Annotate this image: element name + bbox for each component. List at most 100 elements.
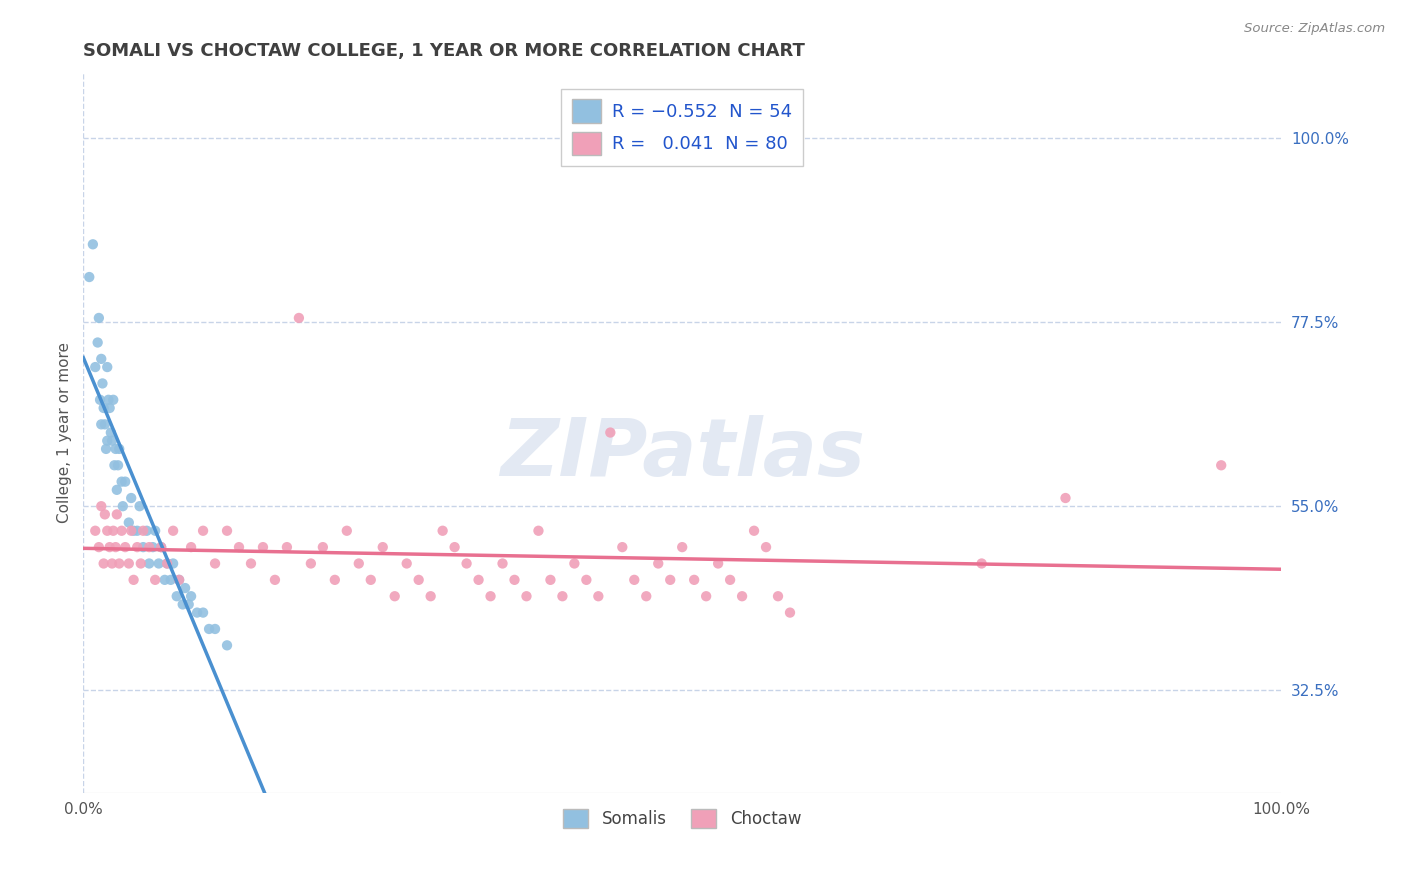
- Point: [252, 540, 274, 554]
- Point: [105, 508, 128, 522]
- Point: [408, 573, 430, 587]
- Point: [636, 589, 658, 603]
- Point: [153, 573, 176, 587]
- Point: [89, 392, 111, 407]
- Point: [84, 360, 107, 375]
- Point: [186, 606, 208, 620]
- Point: [779, 606, 801, 620]
- Point: [108, 557, 131, 571]
- Point: [127, 524, 149, 538]
- Point: [240, 557, 263, 571]
- Point: [456, 557, 478, 571]
- Point: [215, 524, 238, 538]
- Point: [96, 524, 118, 538]
- Point: [538, 573, 561, 587]
- Point: [103, 458, 125, 473]
- Point: [77, 270, 100, 285]
- Point: [1211, 458, 1233, 473]
- Point: [360, 573, 382, 587]
- Point: [150, 540, 173, 554]
- Point: [86, 335, 108, 350]
- Point: [299, 557, 322, 571]
- Point: [323, 573, 346, 587]
- Point: [204, 622, 226, 636]
- Point: [198, 622, 221, 636]
- Point: [215, 638, 238, 652]
- Point: [135, 524, 157, 538]
- Point: [742, 524, 765, 538]
- Point: [659, 573, 682, 587]
- Point: [150, 540, 173, 554]
- Point: [90, 417, 112, 432]
- Point: [111, 499, 134, 513]
- Point: [87, 310, 110, 325]
- Point: [87, 540, 110, 554]
- Point: [101, 557, 124, 571]
- Point: [347, 557, 370, 571]
- Point: [336, 524, 359, 538]
- Point: [143, 524, 166, 538]
- Point: [162, 557, 184, 571]
- Point: [167, 573, 190, 587]
- Point: [118, 516, 141, 530]
- Point: [172, 598, 194, 612]
- Point: [100, 425, 122, 440]
- Legend: Somalis, Choctaw: Somalis, Choctaw: [557, 803, 808, 835]
- Point: [180, 589, 202, 603]
- Point: [276, 540, 298, 554]
- Point: [228, 540, 250, 554]
- Point: [419, 589, 441, 603]
- Point: [191, 524, 214, 538]
- Point: [148, 557, 170, 571]
- Point: [551, 589, 574, 603]
- Point: [138, 557, 160, 571]
- Point: [177, 598, 200, 612]
- Text: Source: ZipAtlas.com: Source: ZipAtlas.com: [1244, 22, 1385, 36]
- Point: [371, 540, 394, 554]
- Point: [97, 392, 120, 407]
- Point: [120, 524, 142, 538]
- Point: [515, 589, 537, 603]
- Point: [107, 458, 129, 473]
- Point: [138, 540, 160, 554]
- Point: [120, 491, 142, 505]
- Point: [312, 540, 335, 554]
- Point: [143, 573, 166, 587]
- Point: [623, 573, 645, 587]
- Point: [491, 557, 513, 571]
- Point: [122, 573, 145, 587]
- Point: [104, 442, 127, 456]
- Point: [142, 540, 165, 554]
- Point: [467, 573, 489, 587]
- Point: [766, 589, 789, 603]
- Point: [93, 557, 115, 571]
- Point: [647, 557, 669, 571]
- Point: [288, 310, 311, 325]
- Point: [191, 606, 214, 620]
- Point: [156, 557, 179, 571]
- Point: [94, 417, 117, 432]
- Point: [503, 573, 526, 587]
- Point: [94, 442, 117, 456]
- Point: [159, 573, 181, 587]
- Point: [96, 360, 118, 375]
- Point: [166, 589, 188, 603]
- Point: [111, 524, 134, 538]
- Point: [156, 557, 179, 571]
- Point: [162, 524, 184, 538]
- Point: [132, 524, 155, 538]
- Point: [127, 540, 149, 554]
- Text: SOMALI VS CHOCTAW COLLEGE, 1 YEAR OR MORE CORRELATION CHART: SOMALI VS CHOCTAW COLLEGE, 1 YEAR OR MOR…: [83, 42, 806, 60]
- Point: [671, 540, 693, 554]
- Point: [174, 581, 197, 595]
- Point: [264, 573, 287, 587]
- Point: [575, 573, 598, 587]
- Point: [707, 557, 730, 571]
- Point: [731, 589, 754, 603]
- Point: [167, 573, 190, 587]
- Point: [384, 589, 406, 603]
- Point: [128, 499, 150, 513]
- Point: [84, 524, 107, 538]
- Point: [479, 589, 502, 603]
- Point: [111, 475, 134, 489]
